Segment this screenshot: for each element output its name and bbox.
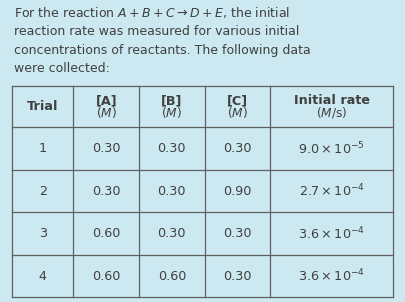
Text: $3.6\times10^{-4}$: $3.6\times10^{-4}$ — [298, 268, 365, 284]
Text: 0.60: 0.60 — [92, 270, 120, 283]
Text: [A]: [A] — [96, 95, 117, 108]
Text: 0.30: 0.30 — [223, 270, 252, 283]
Text: 3: 3 — [39, 227, 47, 240]
Text: $3.6\times10^{-4}$: $3.6\times10^{-4}$ — [298, 225, 365, 242]
Text: 0.30: 0.30 — [223, 227, 252, 240]
Text: 0.30: 0.30 — [158, 142, 186, 155]
Text: $\mathit{(M)}$: $\mathit{(M)}$ — [227, 105, 248, 120]
Text: 0.30: 0.30 — [223, 142, 252, 155]
Text: $9.0\times10^{-5}$: $9.0\times10^{-5}$ — [298, 140, 365, 157]
Text: Initial rate: Initial rate — [294, 95, 369, 108]
Text: [C]: [C] — [227, 95, 248, 108]
Text: $\mathit{(M)}$: $\mathit{(M)}$ — [96, 105, 117, 120]
Text: 0.90: 0.90 — [223, 185, 252, 198]
Text: 4: 4 — [39, 270, 47, 283]
Text: [B]: [B] — [161, 95, 183, 108]
Text: 2: 2 — [39, 185, 47, 198]
Text: 0.30: 0.30 — [158, 185, 186, 198]
Text: 1: 1 — [39, 142, 47, 155]
Text: $2.7\times10^{-4}$: $2.7\times10^{-4}$ — [298, 183, 364, 199]
Text: For the reaction $A + B + C\rightarrow D + E$, the initial
reaction rate was mea: For the reaction $A + B + C\rightarrow D… — [14, 5, 311, 75]
Text: 0.30: 0.30 — [158, 227, 186, 240]
Text: 0.60: 0.60 — [158, 270, 186, 283]
Text: 0.30: 0.30 — [92, 185, 121, 198]
Text: $\mathit{(M}$/s): $\mathit{(M}$/s) — [316, 105, 347, 120]
Text: 0.60: 0.60 — [92, 227, 120, 240]
Text: $\mathit{(M)}$: $\mathit{(M)}$ — [162, 105, 182, 120]
Text: Trial: Trial — [27, 100, 59, 113]
Text: 0.30: 0.30 — [92, 142, 121, 155]
